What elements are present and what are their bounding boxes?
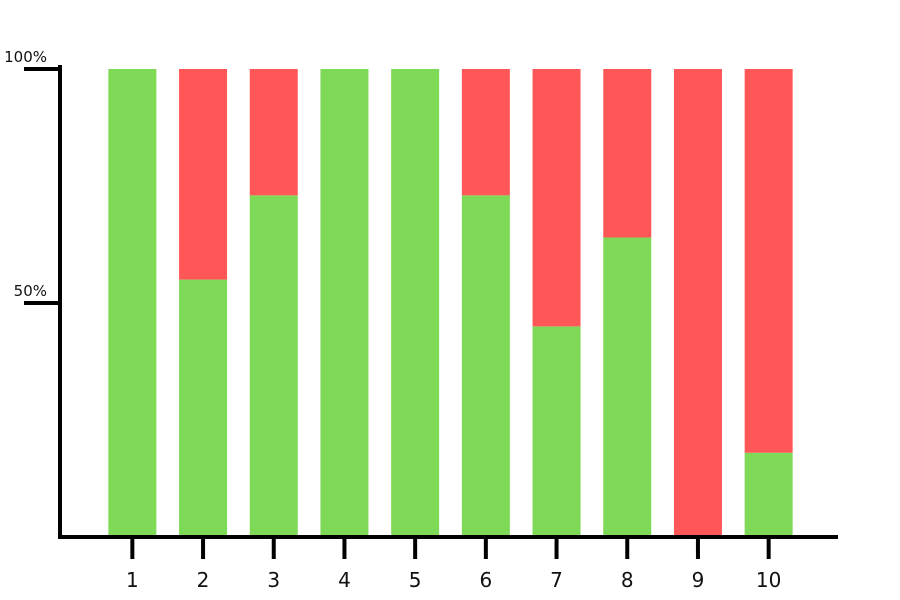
bar-segment-green-6 bbox=[461, 195, 510, 538]
bar-segment-red-2 bbox=[179, 69, 228, 280]
x-tick-label: 8 bbox=[621, 568, 634, 592]
x-tick-label: 1 bbox=[126, 568, 139, 592]
bar-segment-red-7 bbox=[532, 69, 581, 327]
bar-segment-green-7 bbox=[532, 326, 581, 537]
x-tick-label: 5 bbox=[409, 568, 422, 592]
bar-segment-green-3 bbox=[249, 195, 298, 538]
bar-segment-green-2 bbox=[179, 279, 228, 537]
bar-segment-red-6 bbox=[461, 69, 510, 196]
bar-segment-red-9 bbox=[673, 69, 722, 537]
bar-segment-green-1 bbox=[108, 69, 157, 537]
x-tick-label: 9 bbox=[692, 568, 705, 592]
y-ticks-group: 50% 100% bbox=[4, 48, 62, 305]
bar-segment-green-8 bbox=[603, 237, 652, 538]
x-tick-label: 3 bbox=[267, 568, 280, 592]
y-tick-label: 100% bbox=[4, 48, 47, 66]
x-tick-label: 2 bbox=[197, 568, 210, 592]
bar-segment-green-4 bbox=[320, 69, 369, 537]
bar-segment-green-5 bbox=[391, 69, 440, 537]
bar-segment-red-3 bbox=[249, 69, 298, 196]
x-ticks-group: 1 2 3 4 5 6 7 8 9 10 bbox=[126, 537, 781, 592]
x-tick-label: 4 bbox=[338, 568, 351, 592]
bars-group bbox=[108, 69, 793, 538]
bar-segment-green-10 bbox=[744, 452, 793, 537]
bar-segment-red-10 bbox=[744, 69, 793, 453]
x-tick-label: 7 bbox=[550, 568, 563, 592]
x-tick-label: 10 bbox=[756, 568, 781, 592]
y-tick-label: 50% bbox=[14, 282, 47, 300]
x-tick-label: 6 bbox=[479, 568, 492, 592]
bar-segment-red-8 bbox=[603, 69, 652, 238]
